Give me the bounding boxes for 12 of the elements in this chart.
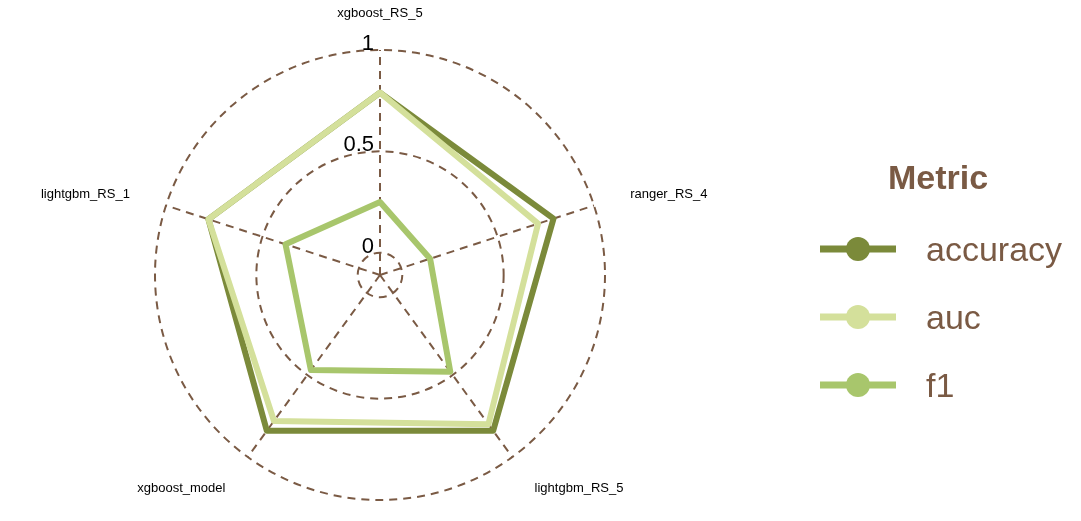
spoke-label: xgboost_RS_5 (337, 4, 423, 20)
y-tick-label: 1 (361, 30, 374, 55)
legend-label: accuracy (926, 229, 1063, 269)
spoke-label: xgboost_model (137, 480, 226, 496)
y-tick-label: 0.5 (343, 131, 374, 157)
legend-label: f1 (926, 365, 955, 405)
spoke-label: ranger_RS_4 (630, 186, 708, 202)
legend-title: Metric (888, 158, 990, 197)
legend-label: auc (926, 297, 981, 337)
y-tick-label: 0 (361, 232, 374, 258)
spoke-label: lightgbm_RS_5 (534, 480, 624, 496)
spoke-label: lightgbm_RS_1 (40, 186, 130, 202)
